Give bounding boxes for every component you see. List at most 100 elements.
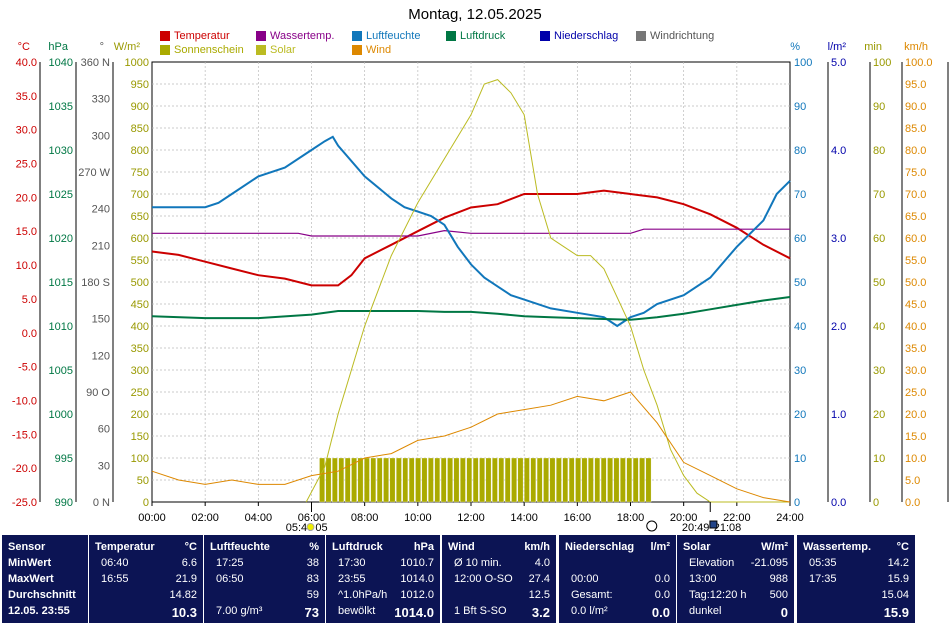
summary-value: 0.0 (651, 605, 670, 620)
summary-value: 59 (306, 589, 319, 601)
summary-value: 38 (306, 557, 319, 569)
axis-tick-min: 20 (873, 409, 885, 421)
sunshine-bar (351, 457, 357, 503)
sunshine-bar (632, 457, 639, 503)
legend-label: Niederschlag (554, 30, 619, 42)
summary-sub: Elevation (689, 557, 735, 569)
summary-col-7: Wassertemp. °C 05:35 14.2 17:35 15.9 15.04 15.9 (797, 535, 915, 623)
axis-tick-temp: -5.0 (18, 362, 37, 374)
axis-tick-dir: 90 O (86, 387, 110, 399)
legend-label: Solar (270, 44, 296, 56)
axis-tick-solar: 600 (131, 233, 149, 245)
sunshine-bar (338, 457, 345, 503)
axis-tick-min: 10 (873, 453, 885, 465)
axis-tick-press: 1040 (49, 57, 73, 69)
sunshine-bar (485, 457, 492, 503)
axis-tick-rain: 2.0 (831, 321, 846, 333)
axis-tick-solar: 750 (131, 167, 149, 179)
axis-tick-press: 1035 (49, 101, 73, 113)
axis-tick-dir: 330 (92, 94, 110, 106)
legend-item: Sonnenschein (160, 44, 244, 56)
summary-unit: W/m² (761, 541, 788, 553)
summary-header: Wind (448, 541, 475, 553)
x-tick-label: 06:00 (298, 512, 326, 524)
summary-rowlabel: Durchschnitt (8, 589, 76, 601)
summary-header: Solar (683, 541, 711, 553)
summary-rowlabel: MinWert (8, 557, 52, 569)
axis-tick-hum: 70 (794, 189, 806, 201)
axis-unit-dir: ° (100, 41, 104, 53)
x-tick-label: 18:00 (617, 512, 645, 524)
summary-col-6: Solar W/m² Elevation -21.095 13:00 988 Tag:12:… (677, 535, 794, 623)
sunshine-bar (376, 457, 383, 503)
series-line-wind (151, 391, 791, 503)
axis-tick-min: 60 (873, 233, 885, 245)
axis-tick-dir: 0 N (93, 497, 110, 509)
axis-tick-temp: 30.0 (16, 125, 37, 137)
summary-value: 15.9 (883, 605, 909, 620)
axis-tick-press: 1030 (49, 145, 73, 157)
axis-tick-wind: 5.0 (905, 475, 920, 487)
sunshine-bar (524, 457, 530, 503)
axis-tick-dir: 300 (92, 130, 110, 142)
summary-col-0: Sensor MinWert MaxWert Durchschnitt 12.05. 2… (2, 535, 88, 623)
axis-tick-solar: 550 (131, 255, 149, 267)
legend-item: Wassertemp. (256, 30, 334, 42)
sunshine-bar (325, 457, 332, 503)
axis-tick-rain: 4.0 (831, 145, 846, 157)
axis-tick-dir: 120 (92, 350, 110, 362)
summary-value: 14.82 (169, 589, 197, 601)
series-line-wassertemp (152, 228, 790, 237)
legend-swatch (352, 31, 362, 41)
legend-item: Solar (256, 44, 296, 56)
legend-swatch (256, 31, 266, 41)
sunshine-bar (498, 457, 505, 503)
sunshine-bar (421, 457, 428, 503)
summary-value: 1014.0 (394, 605, 434, 620)
axis-tick-solar: 200 (131, 409, 149, 421)
axis-tick-wind: 60.0 (905, 233, 926, 245)
legend-swatch (446, 31, 456, 41)
summary-unit: % (309, 541, 319, 553)
axis-tick-wind: 95.0 (905, 79, 926, 91)
summary-sub: 06:40 (101, 557, 129, 569)
moon-icon (709, 520, 718, 529)
axis-tick-temp: 35.0 (16, 91, 37, 103)
axis-tick-temp: 0.0 (22, 328, 37, 340)
clock-icon (646, 520, 658, 532)
x-tick-label: 20:00 (670, 512, 698, 524)
sunshine-bar (428, 457, 434, 503)
axis-tick-press: 990 (55, 497, 73, 509)
summary-value: 12.5 (528, 589, 550, 601)
sunshine-bar (620, 457, 626, 503)
axis-tick-press: 1000 (49, 409, 73, 421)
summary-header: Wassertemp. (803, 541, 872, 553)
legend-item: Windrichtung (636, 30, 714, 42)
axis-tick-wind: 70.0 (905, 189, 926, 201)
summary-header: Temperatur (95, 541, 155, 553)
x-tick-label: 02:00 (191, 512, 219, 524)
series-line-temperatur (151, 189, 791, 287)
summary-sub: 05:35 (809, 557, 837, 569)
sunshine-bar (453, 457, 460, 503)
sunshine-bar (556, 457, 562, 503)
sunset-label: 20:49 (682, 522, 710, 533)
summary-value: 1014.0 (400, 573, 434, 585)
legend-label: Sonnenschein (174, 44, 244, 56)
axis-tick-press: 1025 (49, 189, 73, 201)
axis-tick-temp: -10.0 (12, 395, 37, 407)
axis-tick-solar: 350 (131, 343, 149, 355)
summary-sub: 17:25 (216, 557, 244, 569)
axis-tick-solar: 450 (131, 299, 149, 311)
axis-tick-temp: 10.0 (16, 260, 37, 272)
sunshine-bar (588, 457, 594, 503)
axis-unit-wind: km/h (904, 41, 928, 53)
sunshine-bar (479, 457, 485, 503)
summary-sub: bewölkt (338, 605, 376, 617)
axis-tick-dir: 180 S (81, 277, 110, 289)
x-tick-label: 16:00 (564, 512, 592, 524)
summary-sub: 23:55 (338, 573, 366, 585)
x-tick-label: 10:00 (404, 512, 432, 524)
summary-value: 0.0 (654, 573, 670, 585)
sunshine-bar (344, 457, 351, 503)
